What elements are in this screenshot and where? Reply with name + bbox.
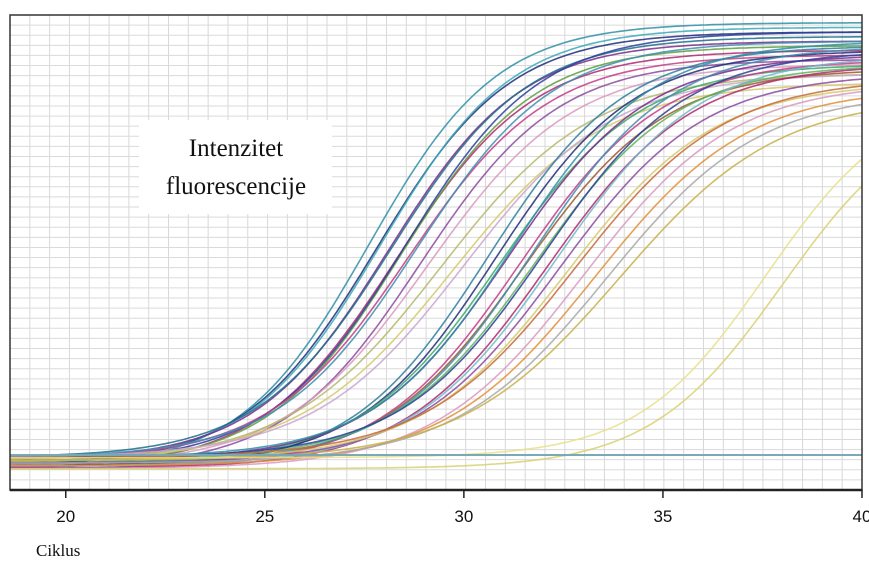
y-axis-label-line-1: Intenzitet <box>189 135 283 162</box>
amplification-curve <box>10 65 863 464</box>
amplification-curve <box>10 74 863 458</box>
amplification-curve <box>9 97 863 467</box>
x-tick-label: 40 <box>853 507 869 526</box>
amplification-curve <box>10 90 863 470</box>
y-axis-label-box: Intenzitet fluorescencije <box>139 120 332 214</box>
series-group <box>9 22 863 470</box>
y-axis-label-line-2: fluorescencije <box>166 173 306 200</box>
x-tick-label: 25 <box>255 507 274 526</box>
x-ticks: 20 25 30 35 40 <box>56 490 869 526</box>
x-tick-label: 20 <box>56 507 75 526</box>
y-label-background <box>139 120 332 214</box>
amplification-curve <box>10 111 863 462</box>
amplification-curve <box>9 85 863 459</box>
amplification-curve <box>9 36 862 458</box>
x-axis-label: Ciklus <box>36 541 80 560</box>
x-tick-label: 35 <box>653 507 672 526</box>
x-tick-label: 30 <box>454 507 473 526</box>
amplification-curve <box>10 185 863 470</box>
amplification-curve <box>10 40 863 458</box>
